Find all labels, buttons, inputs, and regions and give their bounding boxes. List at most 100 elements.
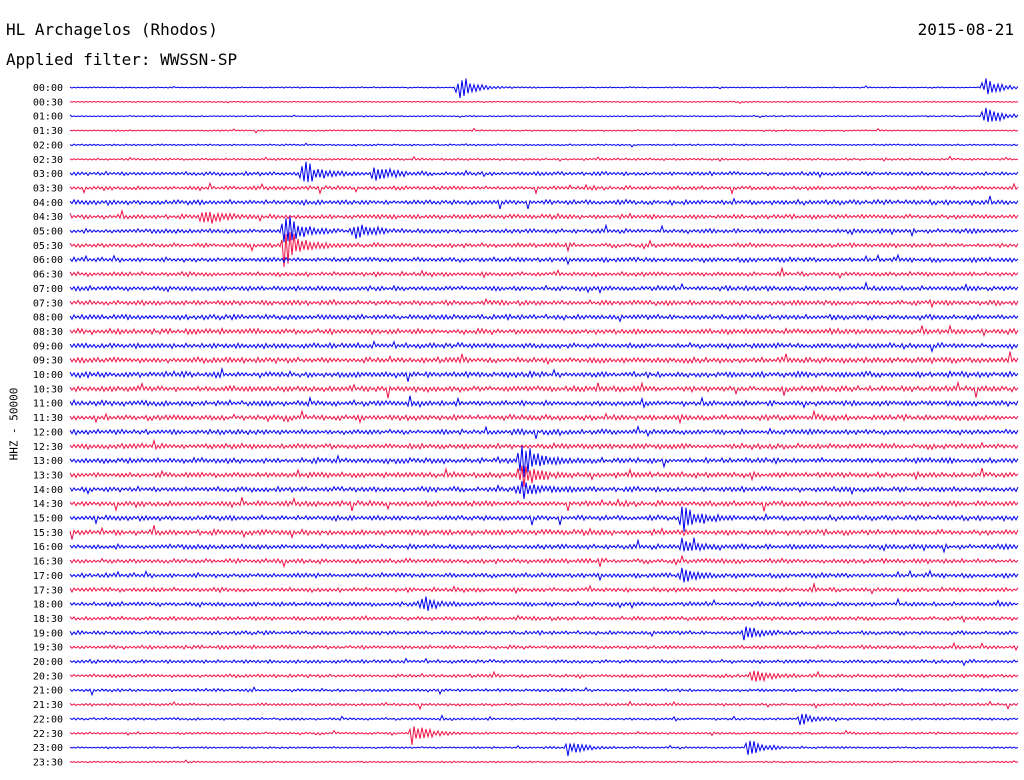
seismic-trace-0430 bbox=[69, 208, 1019, 224]
seismic-trace-1730 bbox=[69, 581, 1019, 595]
row-time-label: 05:00 bbox=[33, 227, 63, 238]
seismic-trace-0100 bbox=[69, 107, 1019, 123]
row-time-label: 01:30 bbox=[33, 126, 63, 137]
seismic-trace-1000 bbox=[69, 366, 1019, 382]
row-time-label: 19:30 bbox=[33, 643, 63, 654]
row-time-label: 15:30 bbox=[33, 528, 63, 539]
row-time-label: 08:00 bbox=[33, 313, 63, 324]
seismic-trace-1230 bbox=[69, 438, 1019, 451]
row-time-label: 09:30 bbox=[33, 356, 63, 367]
seismic-trace-0030 bbox=[69, 100, 1019, 105]
seismic-trace-0200 bbox=[69, 142, 1019, 148]
row-time-label: 18:30 bbox=[33, 614, 63, 625]
seismic-trace-1200 bbox=[69, 424, 1019, 439]
row-time-label: 13:00 bbox=[33, 456, 63, 467]
row-time-label: 09:00 bbox=[33, 341, 63, 352]
seismic-trace-0800 bbox=[69, 313, 1019, 323]
row-time-label: 14:00 bbox=[33, 485, 63, 496]
filter-label: Applied filter: WWSSN-SP bbox=[6, 50, 238, 69]
row-time-label: 04:30 bbox=[33, 212, 63, 223]
seismic-trace-0730 bbox=[69, 297, 1019, 309]
row-time-label: 01:00 bbox=[33, 112, 63, 123]
seismic-trace-2030 bbox=[69, 670, 1019, 683]
seismic-trace-1930 bbox=[69, 641, 1019, 652]
seismic-trace-0930 bbox=[69, 351, 1019, 366]
row-time-label: 03:00 bbox=[33, 169, 63, 180]
seismic-trace-0700 bbox=[69, 281, 1019, 295]
row-time-label: 02:30 bbox=[33, 155, 63, 166]
seismic-trace-0230 bbox=[69, 155, 1019, 163]
station-title: HL Archagelos (Rhodos) bbox=[6, 20, 218, 39]
seismic-trace-0130 bbox=[69, 127, 1019, 134]
seismic-trace-1630 bbox=[69, 554, 1019, 569]
row-time-label: 16:30 bbox=[33, 557, 63, 568]
row-time-label: 14:30 bbox=[33, 499, 63, 510]
row-time-label: 12:30 bbox=[33, 442, 63, 453]
row-time-label: 00:00 bbox=[33, 83, 63, 94]
seismic-trace-0530 bbox=[69, 232, 1019, 268]
seismic-trace-1300 bbox=[69, 445, 1019, 478]
seismic-trace-0000 bbox=[69, 78, 1019, 99]
seismic-trace-2330 bbox=[69, 759, 1019, 764]
seismic-trace-0830 bbox=[69, 324, 1019, 338]
seismic-trace-1500 bbox=[69, 506, 1019, 532]
row-time-label: 07:30 bbox=[33, 298, 63, 309]
seismic-trace-1800 bbox=[69, 596, 1019, 611]
row-time-label: 21:30 bbox=[33, 700, 63, 711]
row-time-label: 07:00 bbox=[33, 284, 63, 295]
seismic-trace-1700 bbox=[69, 567, 1019, 583]
row-time-label: 19:00 bbox=[33, 628, 63, 639]
seismic-trace-1430 bbox=[69, 496, 1019, 513]
row-time-label: 05:30 bbox=[33, 241, 63, 252]
record-date: 2015-08-21 bbox=[917, 20, 1014, 39]
seismic-trace-0900 bbox=[69, 339, 1019, 354]
row-time-label: 22:30 bbox=[33, 729, 63, 740]
seismic-trace-2130 bbox=[69, 700, 1019, 711]
seismic-trace-1400 bbox=[69, 480, 1019, 499]
row-time-label: 23:00 bbox=[33, 743, 63, 754]
seismic-trace-0630 bbox=[69, 266, 1019, 280]
row-time-label: 15:00 bbox=[33, 514, 63, 525]
row-time-label: 04:00 bbox=[33, 198, 63, 209]
row-time-label: 17:30 bbox=[33, 585, 63, 596]
row-time-label: 08:30 bbox=[33, 327, 63, 338]
seismic-trace-0400 bbox=[69, 195, 1019, 210]
seismic-trace-0330 bbox=[69, 181, 1019, 196]
seismic-trace-1530 bbox=[69, 525, 1019, 540]
row-time-label: 02:00 bbox=[33, 140, 63, 151]
seismic-trace-2000 bbox=[69, 657, 1019, 667]
seismic-trace-1330 bbox=[69, 465, 1019, 487]
seismic-trace-1030 bbox=[69, 380, 1019, 399]
row-time-label: 13:30 bbox=[33, 470, 63, 481]
row-time-label: 10:30 bbox=[33, 384, 63, 395]
seismic-trace-1600 bbox=[69, 537, 1019, 554]
row-time-label: 11:30 bbox=[33, 413, 63, 424]
seismic-trace-1130 bbox=[69, 409, 1019, 425]
row-time-label: 20:00 bbox=[33, 657, 63, 668]
row-time-label: 00:30 bbox=[33, 97, 63, 108]
row-time-label: 20:30 bbox=[33, 671, 63, 682]
row-time-label: 03:30 bbox=[33, 183, 63, 194]
row-time-label: 17:00 bbox=[33, 571, 63, 582]
row-time-label: 21:00 bbox=[33, 686, 63, 697]
seismic-trace-1100 bbox=[69, 395, 1019, 410]
row-time-label: 06:00 bbox=[33, 255, 63, 266]
row-time-label: 10:00 bbox=[33, 370, 63, 381]
seismic-trace-0300 bbox=[69, 161, 1019, 183]
seismic-trace-1900 bbox=[69, 626, 1019, 641]
seismic-trace-2200 bbox=[69, 713, 1019, 726]
row-time-label: 22:00 bbox=[33, 714, 63, 725]
row-time-label: 23:30 bbox=[33, 757, 63, 768]
seismic-trace-2230 bbox=[69, 726, 1019, 745]
row-time-label: 06:30 bbox=[33, 270, 63, 281]
seismic-trace-1830 bbox=[69, 614, 1019, 624]
row-time-label: 12:00 bbox=[33, 427, 63, 438]
seismic-trace-0500 bbox=[69, 216, 1019, 243]
row-time-label: 11:00 bbox=[33, 399, 63, 410]
row-time-label: 18:00 bbox=[33, 600, 63, 611]
seismic-trace-2300 bbox=[69, 740, 1019, 757]
row-time-label: 16:00 bbox=[33, 542, 63, 553]
seismic-trace-2100 bbox=[69, 686, 1019, 697]
seismic-trace-0600 bbox=[69, 253, 1019, 266]
